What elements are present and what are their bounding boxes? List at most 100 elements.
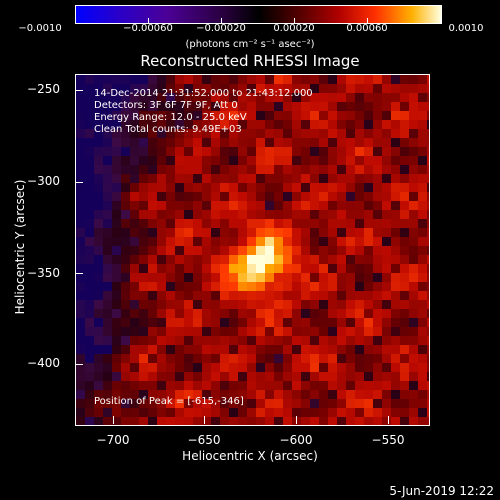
map-pixel: [193, 156, 203, 166]
map-pixel: [373, 372, 383, 382]
map-pixel: [373, 390, 383, 400]
x-tickmark: [113, 416, 114, 424]
map-pixel: [256, 417, 266, 425]
map-pixel: [283, 174, 293, 184]
map-pixel: [184, 84, 194, 94]
map-pixel: [121, 246, 131, 256]
map-pixel: [256, 318, 266, 328]
map-pixel: [121, 129, 131, 139]
map-pixel: [229, 84, 239, 94]
map-pixel: [418, 210, 428, 220]
map-pixel: [292, 327, 302, 337]
map-pixel: [247, 75, 257, 85]
map-pixel: [112, 228, 122, 238]
map-pixel: [328, 282, 338, 292]
map-pixel: [229, 219, 239, 229]
map-pixel: [157, 84, 167, 94]
map-pixel: [427, 345, 429, 355]
map-pixel: [274, 75, 284, 85]
map-pixel: [256, 183, 266, 193]
map-pixel: [319, 282, 329, 292]
map-pixel: [283, 300, 293, 310]
map-pixel: [94, 219, 104, 229]
map-pixel: [409, 309, 419, 319]
map-pixel: [310, 192, 320, 202]
map-pixel: [409, 354, 419, 364]
map-pixel: [103, 147, 113, 157]
map-pixel: [265, 273, 275, 283]
map-pixel: [364, 363, 374, 373]
map-pixel: [184, 102, 194, 112]
map-pixel: [418, 138, 428, 148]
map-pixel: [283, 345, 293, 355]
map-pixel: [166, 129, 176, 139]
map-pixel: [265, 156, 275, 166]
map-pixel: [202, 129, 212, 139]
map-pixel: [229, 246, 239, 256]
map-pixel: [184, 192, 194, 202]
map-pixel: [139, 192, 149, 202]
map-pixel: [400, 354, 410, 364]
map-pixel: [265, 309, 275, 319]
map-pixel: [211, 399, 221, 409]
y-tickmark: [75, 90, 83, 91]
info-peak-position: Position of Peak = [-615,-346]: [94, 396, 244, 407]
map-pixel: [94, 273, 104, 283]
map-pixel: [400, 246, 410, 256]
map-pixel: [373, 417, 383, 425]
map-pixel: [400, 219, 410, 229]
map-pixel: [400, 93, 410, 103]
map-pixel: [184, 129, 194, 139]
map-pixel: [202, 165, 212, 175]
map-pixel: [364, 201, 374, 211]
map-pixel: [283, 318, 293, 328]
map-pixel: [310, 318, 320, 328]
map-pixel: [346, 246, 356, 256]
map-pixel: [76, 102, 86, 112]
map-pixel: [310, 219, 320, 229]
map-pixel: [112, 237, 122, 247]
map-pixel: [391, 129, 401, 139]
map-pixel: [355, 174, 365, 184]
map-pixel: [220, 246, 230, 256]
map-pixel: [373, 345, 383, 355]
map-pixel: [337, 363, 347, 373]
map-pixel: [157, 273, 167, 283]
map-pixel: [211, 255, 221, 265]
map-pixel: [211, 336, 221, 346]
map-pixel: [427, 147, 429, 157]
map-pixel: [148, 75, 158, 85]
map-pixel: [346, 174, 356, 184]
map-pixel: [184, 237, 194, 247]
map-pixel: [382, 318, 392, 328]
footer-date: 5-Jun-2019 12:22: [389, 484, 494, 498]
map-pixel: [130, 381, 140, 391]
map-pixel: [274, 255, 284, 265]
map-pixel: [283, 282, 293, 292]
map-pixel: [382, 255, 392, 265]
map-pixel: [148, 120, 158, 130]
plot-title: Reconstructed RHESSI Image: [140, 52, 360, 70]
map-pixel: [94, 372, 104, 382]
map-pixel: [346, 102, 356, 112]
map-pixel: [166, 75, 176, 85]
map-pixel: [211, 84, 221, 94]
map-pixel: [337, 111, 347, 121]
map-pixel: [94, 93, 104, 103]
map-pixel: [202, 372, 212, 382]
map-pixel: [94, 129, 104, 139]
map-pixel: [94, 138, 104, 148]
map-pixel: [175, 183, 185, 193]
map-pixel: [319, 300, 329, 310]
map-pixel: [265, 417, 275, 425]
map-pixel: [418, 165, 428, 175]
map-pixel: [238, 201, 248, 211]
map-pixel: [85, 300, 95, 310]
map-pixel: [85, 282, 95, 292]
map-pixel: [202, 255, 212, 265]
map-pixel: [382, 246, 392, 256]
map-pixel: [247, 246, 257, 256]
map-pixel: [409, 75, 419, 85]
map-pixel: [292, 255, 302, 265]
map-pixel: [76, 219, 86, 229]
